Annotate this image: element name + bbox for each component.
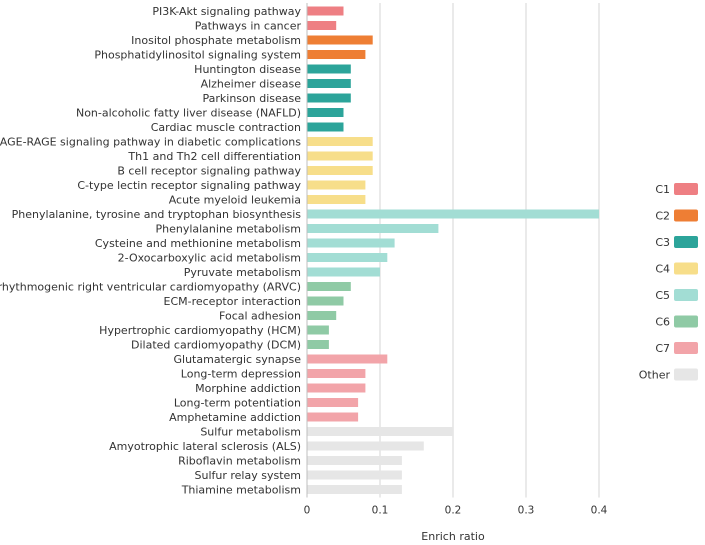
bar [307, 412, 359, 422]
category-label: Phenylalanine metabolism [155, 223, 301, 236]
category-label: Amphetamine addiction [169, 411, 301, 424]
category-label: Non-alcoholic fatty liver disease (NAFLD… [76, 107, 301, 120]
category-label: Glutamatergic synapse [174, 353, 302, 366]
bar [307, 267, 380, 277]
category-labels: PI3K-Akt signaling pathway Pathways in ca… [0, 5, 301, 497]
bar [307, 166, 373, 175]
legend-label: C6 [655, 316, 670, 329]
bar [307, 151, 373, 161]
category-label: Phenylalanine, tyrosine and tryptophan b… [12, 208, 302, 221]
bar [307, 238, 395, 248]
category-label: Long-term potentiation [174, 397, 301, 410]
bar [307, 296, 344, 306]
bar [307, 6, 344, 16]
category-label: Amyotrophic lateral sclerosis (ALS) [109, 440, 301, 453]
category-label: Focal adhesion [219, 310, 301, 323]
legend-swatch [674, 209, 698, 222]
legend-label: Other [639, 369, 671, 382]
bar [307, 354, 388, 364]
bar [307, 180, 366, 190]
x-axis-title: Enrich ratio [421, 530, 485, 543]
category-label: Alzheimer disease [201, 78, 302, 91]
legend-label: C2 [655, 210, 670, 223]
bar [307, 21, 337, 30]
bar [307, 137, 373, 146]
bar [307, 282, 351, 291]
category-label: Huntington disease [194, 63, 301, 76]
bar [307, 209, 599, 219]
x-tick-label: 0.1 [372, 505, 389, 517]
category-label: PI3K-Akt signaling pathway [152, 5, 301, 18]
x-tick-label: 0 [304, 505, 311, 517]
x-tick-label: 0.3 [518, 505, 535, 517]
legend-swatch [674, 289, 698, 301]
category-label: Pyruvate metabolism [184, 266, 301, 279]
x-axis: 0 0.1 0.2 0.3 0.4 [304, 3, 608, 517]
bar [307, 122, 344, 132]
category-label: Arrhythmogenic right ventricular cardiom… [0, 281, 301, 294]
bar [307, 35, 373, 45]
bar [307, 79, 351, 88]
legend-swatch [674, 368, 698, 381]
bar [307, 470, 402, 480]
category-label: Thiamine metabolism [181, 484, 301, 497]
bar [307, 340, 329, 349]
bar [307, 311, 337, 320]
category-label: C-type lectin receptor signaling pathway [77, 179, 301, 192]
legend-swatch [674, 342, 698, 354]
bar [307, 441, 424, 451]
category-label: Cardiac muscle contraction [151, 121, 301, 134]
category-label: Hypertrophic cardiomyopathy (HCM) [99, 324, 301, 337]
category-label: Pathways in cancer [195, 20, 302, 33]
category-label: Acute myeloid leukemia [169, 194, 301, 207]
legend-label: C3 [655, 236, 670, 249]
bar [307, 253, 388, 262]
bar [307, 427, 453, 436]
legend-swatch [674, 236, 698, 248]
legend: C1 C2 C3 C4 C5 C6 C7 Other [639, 183, 698, 382]
category-label: Th1 and Th2 cell differentiation [127, 150, 301, 163]
category-label: Morphine addiction [195, 382, 301, 395]
legend-swatch [674, 183, 698, 195]
bar [307, 50, 366, 59]
legend-label: C7 [655, 342, 670, 355]
bar [307, 369, 366, 378]
category-label: Phosphatidylinositol signaling system [94, 49, 301, 62]
bar [307, 64, 351, 74]
category-label: AGE-RAGE signaling pathway in diabetic c… [0, 136, 301, 149]
x-tick-label: 0.2 [445, 505, 462, 517]
x-tick-label: 0.4 [591, 505, 608, 517]
category-label: ECM-receptor interaction [164, 295, 302, 308]
category-label: Riboflavin metabolism [178, 455, 301, 468]
bar [307, 325, 329, 335]
legend-swatch [674, 315, 698, 328]
category-label: 2-Oxocarboxylic acid metabolism [118, 252, 301, 265]
bar [307, 398, 359, 407]
bar [307, 456, 402, 465]
bar [307, 383, 366, 393]
legend-label: C4 [655, 263, 670, 276]
bars [307, 6, 599, 494]
bar [307, 108, 344, 117]
category-label: Parkinson disease [202, 92, 301, 105]
bar [307, 224, 439, 233]
legend-label: C5 [655, 289, 670, 302]
bar [307, 195, 366, 204]
legend-label: C1 [655, 183, 670, 196]
bar [307, 93, 351, 103]
category-label: Cysteine and methionine metabolism [95, 237, 301, 250]
category-label: Sulfur relay system [195, 469, 302, 482]
category-label: Long-term depression [181, 368, 301, 381]
grid-lines [379, 3, 600, 498]
legend-swatch [674, 262, 698, 275]
category-label: B cell receptor signaling pathway [117, 165, 301, 178]
bar [307, 485, 402, 494]
category-label: Dilated cardiomyopathy (DCM) [131, 339, 301, 352]
category-label: Sulfur metabolism [200, 426, 301, 439]
category-label: Inositol phosphate metabolism [131, 34, 301, 47]
